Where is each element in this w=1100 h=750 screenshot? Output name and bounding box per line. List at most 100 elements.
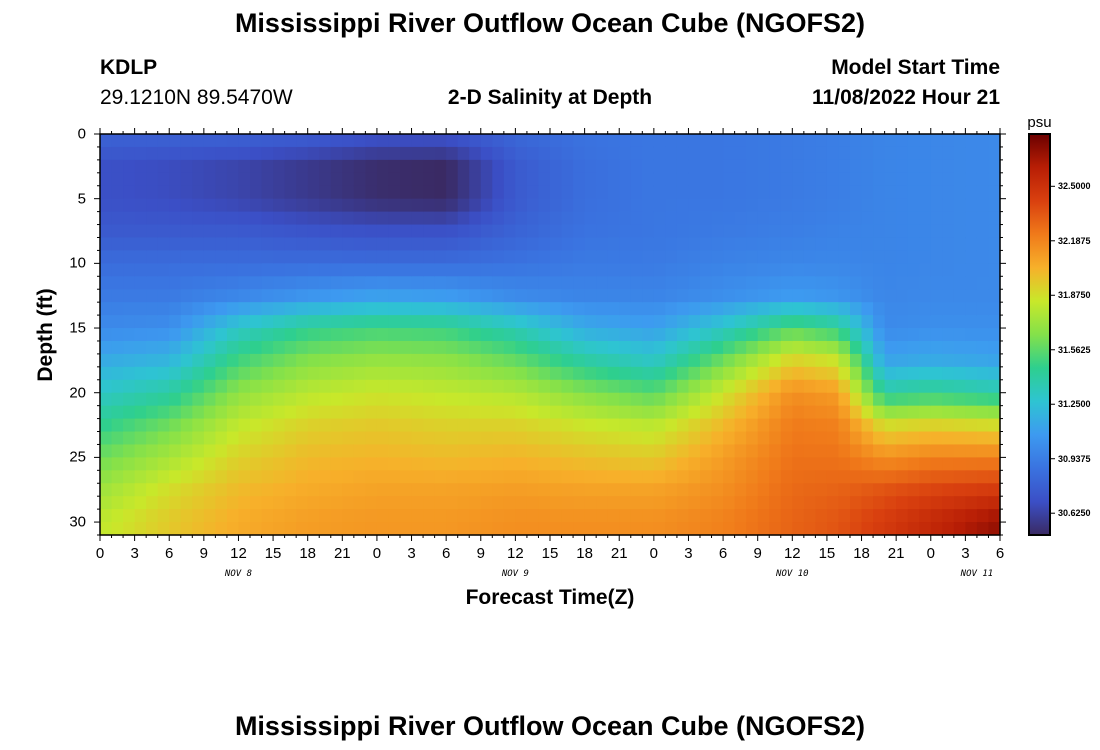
heatmap-cell [988,340,1001,355]
heatmap-cell [388,405,401,420]
heatmap-cell [584,289,597,303]
heatmap-cell [134,302,147,316]
heatmap-cell [434,185,447,200]
heatmap-cell [607,496,620,510]
heatmap-cell [723,509,736,523]
heatmap-cell [503,418,516,433]
heatmap-cell [619,457,632,471]
heatmap-cell [711,366,724,381]
heatmap-cell [111,172,124,187]
heatmap-cell [365,315,378,329]
heatmap-cell [873,431,886,446]
heatmap-cell [815,315,828,329]
heatmap-cell [503,224,516,239]
heatmap-cell [353,185,366,200]
heatmap-cell [284,392,297,407]
heatmap-cell [376,211,390,226]
heatmap-cell [446,224,459,239]
heatmap-cell [469,379,482,394]
heatmap-cell [238,418,251,433]
heatmap-cell [180,483,193,497]
heatmap-cell [688,431,701,446]
heatmap-cell [550,237,563,252]
heatmap-cell [342,496,355,510]
heatmap-cell [653,159,666,174]
heatmap-cell [538,496,551,510]
heatmap-cell [100,276,113,290]
heatmap-cell [988,431,1001,446]
heatmap-cell [503,134,516,148]
heatmap-cell [400,172,413,187]
heatmap-cell [192,134,205,148]
heatmap-cell [261,405,274,420]
heatmap-cell [480,405,493,420]
heatmap-cell [180,134,193,148]
heatmap-cell [469,496,482,510]
heatmap-cell [919,224,932,239]
heatmap-cell [538,444,551,458]
heatmap-cell [976,496,990,510]
heatmap-cell [607,418,620,433]
heatmap-cell [873,263,886,277]
heatmap-cell [400,522,413,536]
heatmap-cell [573,366,586,381]
heatmap-cell [584,392,597,407]
heatmap-cell [769,198,782,213]
heatmap-cell [319,237,332,252]
heatmap-cell [250,211,263,226]
heatmap-cell [665,366,678,381]
heatmap-cell [134,457,147,471]
heatmap-cell [630,302,643,316]
heatmap-cell [388,198,401,213]
heatmap-cell [746,328,759,342]
heatmap-cell [215,483,228,497]
heatmap-cell [653,276,666,290]
heatmap-cell [538,353,551,368]
heatmap-cell [134,392,147,407]
heatmap-cell [215,302,228,316]
heatmap-cell [515,237,528,252]
heatmap-cell [203,496,216,510]
heatmap-cell [642,224,655,239]
heatmap-cell [400,263,413,277]
heatmap-cell [515,172,528,187]
heatmap-cell [411,198,424,213]
heatmap-cell [284,237,297,252]
heatmap-cell [100,198,113,213]
heatmap-cell [803,418,816,433]
heatmap-cell [446,276,459,290]
heatmap-cell [930,134,943,148]
heatmap-cell [780,340,793,355]
heatmap-cell [273,224,286,239]
heatmap-cell [365,457,378,471]
heatmap-cell [930,302,943,316]
heatmap-cell [988,224,1001,239]
heatmap-cell [919,237,932,252]
heatmap-cell [965,315,978,329]
heatmap-cell [653,172,666,187]
heatmap-cell [584,315,597,329]
heatmap-cell [342,198,355,213]
heatmap-cell [226,366,240,381]
heatmap-cell [330,172,343,187]
heatmap-cell [457,146,470,161]
heatmap-cell [619,496,632,510]
heatmap-cell [446,522,459,536]
heatmap-cell [850,405,863,420]
heatmap-cell [746,353,759,368]
heatmap-cell [365,392,378,407]
heatmap-cell [757,328,770,342]
heatmap-cell [850,366,863,381]
heatmap-cell [873,289,886,303]
heatmap-cell [492,276,505,290]
heatmap-cell [838,366,851,381]
heatmap-cell [619,379,632,394]
heatmap-cell [896,224,909,239]
heatmap-cell [630,237,643,252]
heatmap-cell [296,315,309,329]
heatmap-cell [400,509,413,523]
heatmap-cell [942,340,955,355]
heatmap-cell [976,237,990,252]
heatmap-cell [607,250,620,264]
heatmap-cell [261,431,274,446]
